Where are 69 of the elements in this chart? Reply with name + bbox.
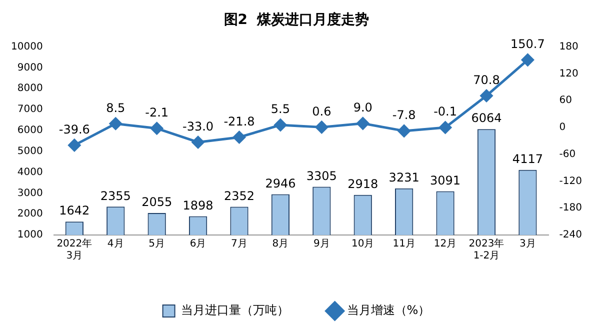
y2-tick-label: -60: [559, 148, 576, 160]
y-tick-label: 10000: [11, 41, 43, 52]
data-label: 2055: [142, 195, 172, 210]
data-label: -21.8: [224, 114, 255, 128]
data-label: 5.5: [270, 102, 290, 116]
y2-tick-label: -240: [559, 230, 582, 241]
data-label: 3231: [388, 170, 420, 184]
point: [192, 136, 204, 148]
data-label: 4117: [512, 152, 543, 166]
x-tick-label: 5月: [148, 238, 166, 250]
point: [68, 138, 81, 152]
point: [232, 130, 246, 144]
y-tick-label: 3000: [17, 188, 43, 199]
point: [398, 124, 410, 138]
y-tick-label: 4000: [17, 166, 43, 178]
data-label: 6064: [471, 111, 502, 126]
y-tick-label: 2000: [17, 208, 43, 220]
data-label: 70.8: [473, 72, 500, 87]
x-tick-label: 8月: [272, 238, 289, 250]
data-label: -33.0: [182, 119, 214, 134]
x-tick-label: 9月: [313, 238, 330, 250]
x-tick-label: 2023年 1-2月: [468, 238, 504, 262]
data-label: 2355: [100, 188, 131, 203]
x-tick-label: 6月: [190, 238, 206, 250]
data-label: 3305: [306, 168, 337, 183]
data-label: 150.7: [510, 37, 545, 52]
y-tick-label: 6000: [17, 125, 43, 136]
chart-title: 图2 煤炭进口月度走势: [224, 11, 370, 28]
data-label: -39.6: [58, 122, 90, 136]
y2-tick-label: -180: [559, 202, 582, 214]
y2-tick-label: -120: [559, 176, 582, 187]
y-tick-label: 7000: [17, 104, 43, 116]
legend-label: 当月增速（%）: [346, 303, 430, 318]
x-tick-label: 3月: [520, 238, 536, 250]
data-label: 2352: [224, 188, 255, 203]
y2-tick-label: 180: [559, 41, 578, 52]
x-tick-label: 12月: [434, 238, 457, 250]
y2-tick-label: 120: [559, 68, 578, 80]
data-label: 3091: [430, 173, 461, 188]
y-tick-label: 1000: [17, 230, 43, 241]
y-tick-label: 8000: [17, 83, 43, 94]
y2-tick-label: 0: [559, 122, 566, 134]
data-label: 8.5: [106, 100, 126, 115]
point: [109, 117, 122, 130]
point: [480, 89, 493, 102]
data-label: 1898: [182, 198, 214, 212]
point: [315, 120, 328, 134]
x-tick-label: 7月: [231, 238, 248, 250]
x-tick-label: 4月: [107, 238, 124, 250]
x-tick-label: 11月: [392, 238, 416, 250]
point: [150, 122, 164, 135]
y-tick-label: 5000: [17, 146, 43, 157]
y2-tick-label: 60: [559, 95, 572, 106]
x-tick-label: 10月: [352, 238, 374, 250]
x-tick-label: 2022年 3月: [56, 238, 92, 262]
point: [521, 54, 534, 66]
data-label: -7.8: [392, 108, 416, 122]
point: [274, 118, 287, 132]
data-label: 9.0: [353, 100, 372, 115]
data-label: 2918: [348, 177, 378, 192]
data-label: -2.1: [145, 106, 169, 120]
y-tick-label: 9000: [17, 62, 43, 74]
data-label: 1642: [59, 204, 90, 218]
data-label: 0.6: [312, 104, 332, 118]
data-label: 2946: [265, 176, 296, 190]
legend-label: 当月进口量（万吨）: [180, 303, 289, 318]
point: [356, 117, 370, 130]
point: [439, 121, 452, 134]
data-label: -0.1: [434, 104, 457, 119]
